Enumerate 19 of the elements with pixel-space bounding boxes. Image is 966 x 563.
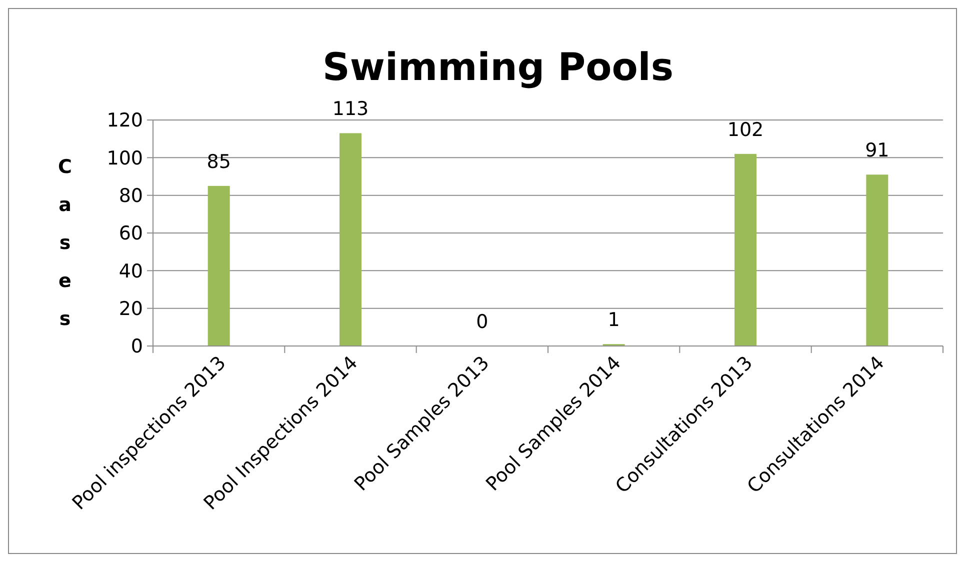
- chart-title: Swimming Pools: [322, 45, 674, 89]
- bar: [734, 154, 756, 346]
- y-tick-label: 80: [118, 184, 143, 207]
- data-label: 91: [865, 140, 890, 162]
- data-label: 85: [206, 150, 231, 173]
- bar: [866, 174, 888, 346]
- data-label: 1: [608, 309, 620, 332]
- bar: [340, 133, 362, 346]
- y-tick-label: 60: [118, 222, 143, 245]
- bar: [208, 186, 230, 346]
- data-label: 113: [332, 98, 369, 120]
- y-axis-title: Cases: [58, 156, 72, 330]
- y-tick-label: 100: [106, 147, 143, 170]
- y-tick-label: 40: [118, 260, 143, 282]
- y-tick-label: 120: [106, 110, 143, 132]
- data-label: 102: [727, 118, 764, 141]
- data-label: 0: [476, 311, 488, 333]
- y-tick-label: 20: [118, 298, 143, 320]
- y-tick-label: 0: [130, 336, 143, 358]
